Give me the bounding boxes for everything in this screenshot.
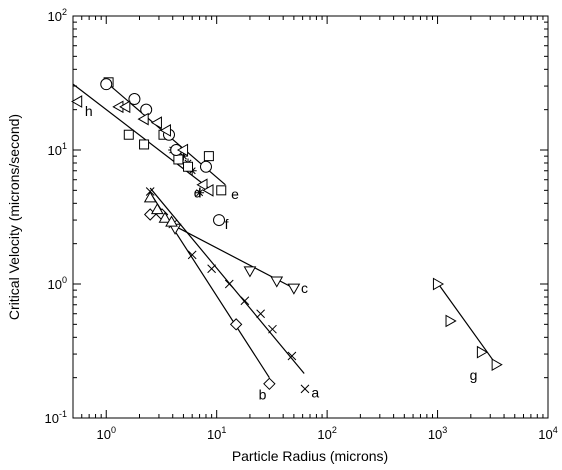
point-c [270,276,284,288]
point-a [224,279,234,289]
point-h [176,143,189,157]
point-e [139,139,150,150]
point-g [432,277,445,291]
plot-frame [72,15,549,419]
fit-lines [72,81,497,378]
y-tick-label: 101 [48,141,67,158]
point-f [199,160,212,173]
point-f [213,214,226,227]
y-tick-label: 10-1 [45,409,67,426]
x-tick-label: 102 [317,425,336,442]
x-tick-label: 100 [97,425,116,442]
y-tick-label: 100 [48,275,67,292]
point-triangle-up [165,215,178,227]
series-label-b: b [259,386,267,402]
point-c [243,266,257,278]
point-h [196,178,208,192]
point-triangle-up [143,191,157,203]
series-label-g: g [470,367,478,383]
fit-line-a [149,187,305,374]
y-axis-title: Critical Velocity (microns/second) [6,114,22,320]
point-a [207,264,216,274]
point-a [187,250,197,260]
point-h [137,112,149,126]
series-label-c: c [301,280,308,296]
tick-labels: 100 101 102 103 104 10-1 100 101 102 [45,7,558,442]
point-a [240,296,250,306]
point-c [287,283,301,295]
series-label-d: d [194,185,202,201]
point-g [491,358,503,372]
point-f [128,93,141,106]
point-h [119,100,131,114]
point-e [123,129,134,140]
x-tick-label: 103 [428,425,447,442]
point-g [476,345,489,359]
fit-line-g [437,282,497,366]
point-d [195,188,205,198]
point-e [183,161,194,172]
axis-ticks [72,16,549,419]
series-labels: a b c d ef g h [85,103,478,402]
series-label-e: e [231,186,239,202]
point-e [216,185,227,196]
x-tick-label: 101 [207,425,226,442]
y-tick-label: 102 [48,7,67,24]
fit-line-h [72,83,212,191]
point-a [256,309,265,319]
x-axis-title: Particle Radius (microns) [232,448,388,464]
point-triangle-up [158,211,172,223]
point-a [300,384,310,394]
point-f [140,103,153,116]
series-label-f: f [225,216,229,232]
point-d [178,151,188,161]
point-e [173,154,184,165]
point-h [150,116,162,130]
point-h [159,124,171,137]
point-e [203,151,214,162]
point-h [202,183,214,197]
data-markers [71,77,503,394]
x-tick-label: 104 [538,425,557,442]
point-f [100,78,113,91]
series-label-a: a [311,384,319,400]
point-a [287,351,297,361]
point-a [268,324,277,334]
point-h [71,95,83,108]
series-label-h: h [85,103,93,119]
point-triangle-up [150,202,164,215]
point-b [229,318,243,331]
point-b [263,377,276,391]
point-g [445,314,457,328]
